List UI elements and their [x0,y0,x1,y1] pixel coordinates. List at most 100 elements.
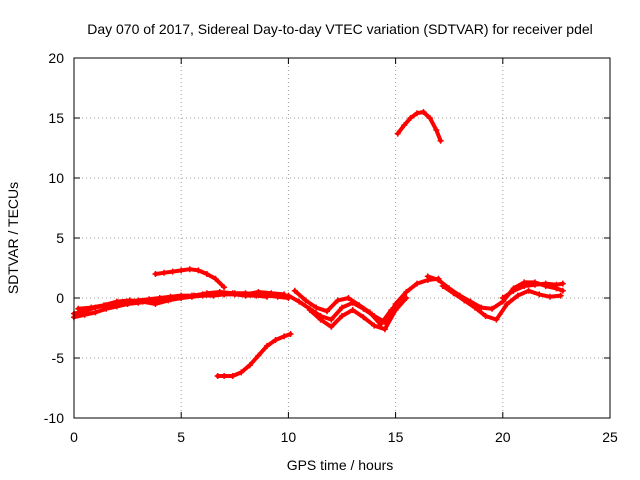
x-tick-label: 10 [281,429,297,445]
data-point [435,277,442,283]
data-point [291,287,298,294]
x-axis-label: GPS time / hours [287,457,394,473]
data-point [92,309,99,316]
x-tick-label: 20 [495,429,511,445]
series-arc-upper [152,266,228,291]
data-point [471,304,478,311]
series-line [292,288,394,327]
data-point [302,297,309,304]
data-layer [71,109,566,379]
data-point [553,281,560,288]
data-point [339,313,345,319]
data-point [246,362,253,369]
data-point [433,127,440,133]
data-point [81,311,88,318]
data-point [186,266,193,273]
data-point [323,308,330,315]
data-point [531,281,538,288]
data-point [178,295,185,301]
y-tick-label: 20 [48,50,64,66]
data-point [366,309,373,316]
series-line [307,296,409,332]
data-point [169,268,176,275]
data-point [203,271,210,277]
data-point [403,295,410,301]
series-arc-negative [214,331,294,379]
tick-layer: 0 5 10 15 20 25 -10 -5 0 5 10 15 20 [44,50,618,445]
series-line [215,332,293,378]
data-point [281,333,288,340]
data-point [339,304,345,311]
data-point [499,295,506,301]
data-point [317,316,324,323]
data-point [195,267,202,274]
data-point [525,287,532,294]
data-point [139,298,146,305]
data-point [178,267,185,274]
data-point [328,323,335,330]
data-point [536,291,543,298]
y-tick-label: 15 [48,110,64,126]
series-arc-late-2 [439,283,564,323]
data-point [426,115,433,121]
data-point [381,326,388,333]
data-point [161,269,168,276]
data-point [255,352,262,359]
data-point [493,316,500,323]
x-tick-label: 5 [177,429,185,445]
data-point [401,122,408,129]
data-point [371,322,378,329]
data-point [313,304,320,311]
x-tick-label: 15 [388,429,404,445]
data-point [214,373,221,379]
data-point [229,290,236,297]
data-point [345,295,352,301]
data-point [152,301,159,307]
data-point [450,290,457,297]
data-point [272,337,279,343]
data-point [328,316,335,323]
series-arc-mid-3 [306,295,410,333]
x-tick-label: 25 [602,429,618,445]
y-tick-label: 10 [48,170,64,186]
data-point [306,307,313,313]
data-point [126,297,133,304]
data-point [546,293,553,300]
data-point [514,292,521,299]
data-point [521,283,528,289]
data-point [559,280,566,287]
data-point [152,271,159,277]
data-point [229,373,236,379]
series-arc-main-3 [75,289,288,312]
data-point [461,297,468,304]
y-tick-label: 0 [56,290,64,306]
data-point [403,289,410,295]
data-point [420,109,427,115]
data-point [437,137,444,144]
data-point [242,291,249,298]
data-point [360,314,367,321]
data-point [414,280,421,287]
data-point [478,304,485,311]
data-point [268,290,275,297]
data-point [542,280,549,287]
x-tick-label: 0 [70,429,78,445]
data-point [221,284,228,291]
data-point [191,292,198,299]
data-point [212,275,219,282]
data-point [88,304,95,311]
data-point [113,298,120,305]
data-point [356,302,363,309]
data-point [392,301,399,307]
data-point [285,292,292,299]
data-point [349,307,356,313]
data-point [482,313,489,319]
data-point [165,297,172,304]
data-point [414,110,421,117]
data-point [392,307,399,313]
data-point [334,297,341,304]
y-tick-label: -10 [44,410,64,426]
